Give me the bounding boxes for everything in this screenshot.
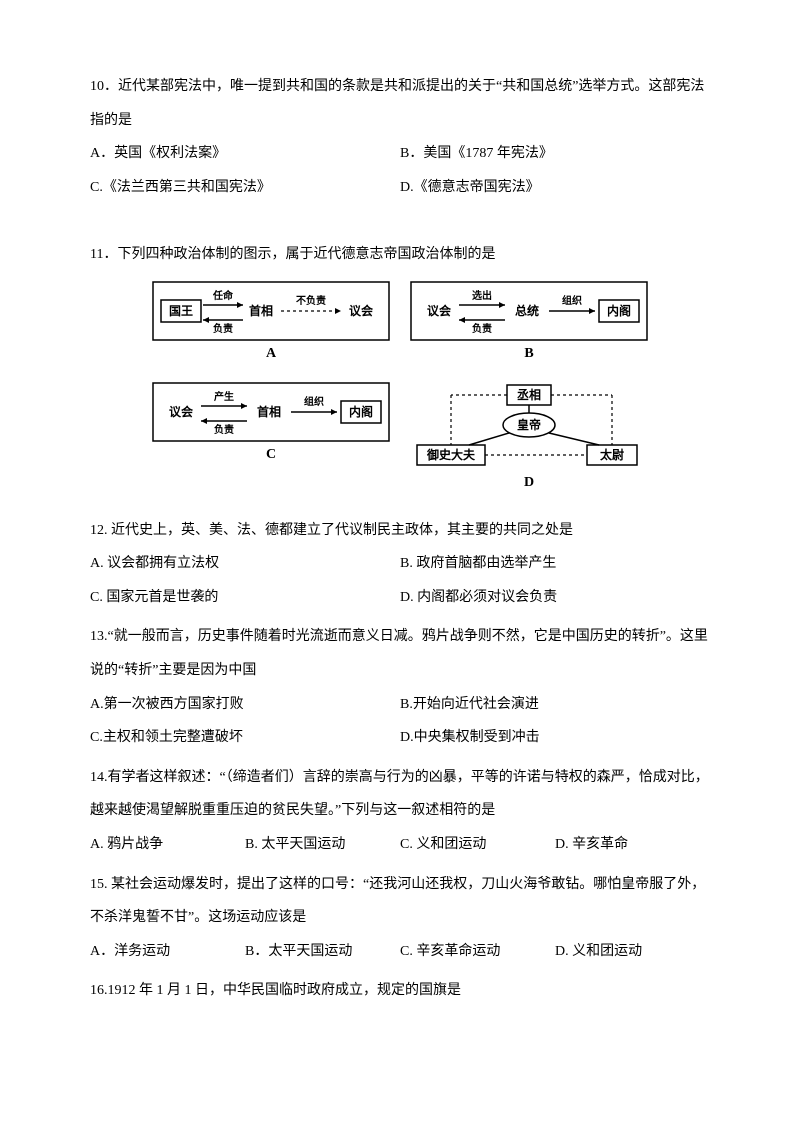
q13-option-b: B.开始向近代社会演进	[400, 688, 710, 722]
diagram-c: 议会 首相 内阁 产生 负责 组织 C	[146, 381, 396, 492]
svg-text:负责: 负责	[213, 322, 233, 335]
svg-text:组织: 组织	[562, 294, 582, 307]
q16-stem: 16.1912 年 1 月 1 日，中华民国临时政府成立，规定的国旗是	[90, 974, 710, 1008]
svg-text:不负责: 不负责	[296, 294, 326, 307]
svg-text:组织: 组织	[304, 395, 324, 408]
q10-option-b: B．美国《1787 年宪法》	[400, 137, 710, 171]
question-11: 11．下列四种政治体制的图示，属于近代德意志帝国政治体制的是 国王 首相 议会 …	[90, 238, 710, 505]
diagram-a-caption: A	[146, 346, 396, 363]
diagram-b: 议会 总统 内阁 选出 负责 组织 B	[404, 280, 654, 363]
svg-text:议会: 议会	[427, 303, 452, 318]
q12-option-c: C. 国家元首是世袭的	[90, 581, 400, 615]
q14-option-d: D. 辛亥革命	[555, 828, 710, 862]
q10-option-d: D.《德意志帝国宪法》	[400, 171, 710, 205]
svg-text:内阁: 内阁	[349, 404, 373, 419]
q10-stem: 10．近代某部宪法中，唯一提到共和国的条款是共和派提出的关于“共和国总统”选举方…	[90, 70, 710, 137]
svg-text:负责: 负责	[472, 322, 492, 335]
diagram-d-caption: D	[404, 475, 654, 492]
svg-text:国王: 国王	[169, 304, 193, 318]
diagram-d: 丞相 皇帝 御史大夫 太尉	[404, 381, 654, 492]
svg-text:总统: 总统	[515, 303, 539, 318]
svg-text:丞相: 丞相	[517, 387, 541, 402]
svg-text:御史大夫: 御史大夫	[426, 447, 476, 462]
q12-option-b: B. 政府首脑都由选举产生	[400, 547, 710, 581]
q12-option-d: D. 内阁都必须对议会负责	[400, 581, 710, 615]
svg-text:产生: 产生	[214, 390, 234, 403]
svg-text:议会: 议会	[349, 303, 374, 318]
q14-option-a: A. 鸦片战争	[90, 828, 245, 862]
svg-text:任命: 任命	[212, 289, 234, 302]
q14-option-b: B. 太平天国运动	[245, 828, 400, 862]
q13-option-c: C.主权和领土完整遭破坏	[90, 721, 400, 755]
svg-text:首相: 首相	[257, 404, 281, 419]
svg-text:议会: 议会	[169, 404, 194, 419]
q14-stem: 14.有学者这样叙述：“（缔造者们）言辞的崇高与行为的凶暴，平等的许诺与特权的森…	[90, 761, 710, 828]
question-12: 12. 近代史上，英、美、法、德都建立了代议制民主政体，其主要的共同之处是 A.…	[90, 514, 710, 615]
q14-option-c: C. 义和团运动	[400, 828, 555, 862]
q12-stem: 12. 近代史上，英、美、法、德都建立了代议制民主政体，其主要的共同之处是	[90, 514, 710, 548]
q11-stem: 11．下列四种政治体制的图示，属于近代德意志帝国政治体制的是	[90, 238, 710, 272]
q15-option-a: A．洋务运动	[90, 935, 245, 969]
svg-text:首相: 首相	[249, 303, 273, 318]
svg-text:负责: 负责	[214, 423, 234, 436]
question-15: 15. 某社会运动爆发时，提出了这样的口号：“还我河山还我权，刀山火海爷敢钻。哪…	[90, 868, 710, 969]
svg-text:太尉: 太尉	[600, 447, 624, 462]
q12-option-a: A. 议会都拥有立法权	[90, 547, 400, 581]
question-14: 14.有学者这样叙述：“（缔造者们）言辞的崇高与行为的凶暴，平等的许诺与特权的森…	[90, 761, 710, 862]
q10-option-a: A．英国《权利法案》	[90, 137, 400, 171]
diagram-a: 国王 首相 议会 任命 负责 不负责 A	[146, 280, 396, 363]
q10-option-c: C.《法兰西第三共和国宪法》	[90, 171, 400, 205]
q15-stem: 15. 某社会运动爆发时，提出了这样的口号：“还我河山还我权，刀山火海爷敢钻。哪…	[90, 868, 710, 935]
q15-option-c: C. 辛亥革命运动	[400, 935, 555, 969]
question-13: 13.“就一般而言，历史事件随着时光流逝而意义日减。鸦片战争则不然，它是中国历史…	[90, 620, 710, 754]
svg-text:选出: 选出	[472, 289, 492, 302]
svg-text:内阁: 内阁	[607, 303, 631, 318]
q11-diagrams: 国王 首相 议会 任命 负责 不负责 A	[140, 276, 660, 506]
svg-text:皇帝: 皇帝	[517, 417, 541, 432]
question-16: 16.1912 年 1 月 1 日，中华民国临时政府成立，规定的国旗是	[90, 974, 710, 1008]
question-10: 10．近代某部宪法中，唯一提到共和国的条款是共和派提出的关于“共和国总统”选举方…	[90, 70, 710, 204]
diagram-c-caption: C	[146, 447, 396, 464]
q15-option-d: D. 义和团运动	[555, 935, 710, 969]
q15-option-b: B．太平天国运动	[245, 935, 400, 969]
q13-stem: 13.“就一般而言，历史事件随着时光流逝而意义日减。鸦片战争则不然，它是中国历史…	[90, 620, 710, 687]
q13-option-a: A.第一次被西方国家打败	[90, 688, 400, 722]
q13-option-d: D.中央集权制受到冲击	[400, 721, 710, 755]
diagram-b-caption: B	[404, 346, 654, 363]
